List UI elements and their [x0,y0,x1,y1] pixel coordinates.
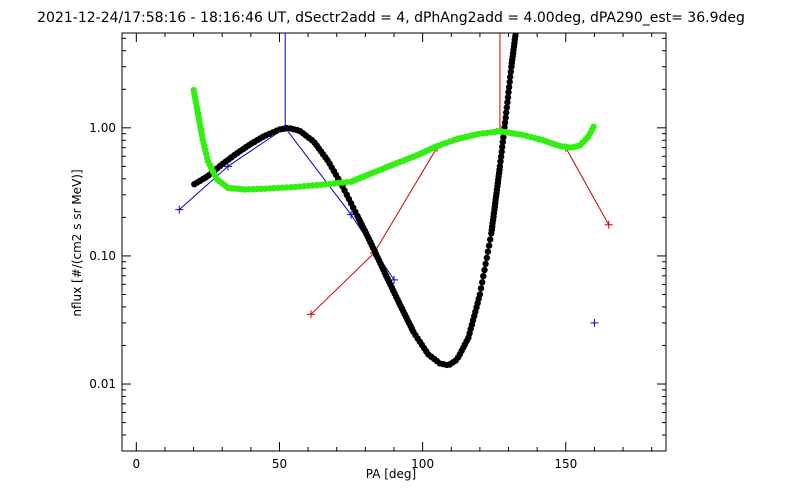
series-black-dots [191,33,519,369]
y-axis-label: nflux [#/(cm2 s sr MeV)] [70,169,84,316]
data-point [496,163,504,170]
data-point [487,236,494,243]
data-point [497,158,504,165]
series-green-dots [190,86,597,193]
y-tick-label: 1.00 [89,121,116,135]
data-point [485,242,493,249]
data-point [481,266,488,274]
data-point [476,291,484,298]
data-point [503,104,510,111]
data-point [502,114,509,121]
y-tick-label: 0.10 [89,249,116,263]
plus-marker [347,210,356,219]
data-point [512,33,519,37]
series-red [306,33,613,319]
data-point [590,123,597,130]
data-point [483,254,490,261]
plot-frame [121,32,667,452]
y-tick-labels: 0.01 0.10 1.00 [89,121,116,391]
data-point [506,78,513,86]
data-point [480,273,487,280]
axis-ticks [122,33,666,452]
data-point [497,153,505,160]
data-point [482,260,489,268]
data-point [499,138,506,146]
data-point [498,148,505,155]
plus-marker [604,220,613,229]
data-point [479,279,486,286]
data-point [499,143,506,151]
data-point [484,248,492,255]
x-tick-label: 0 [132,457,140,471]
x-axis-label: PA [deg] [366,467,416,481]
data-point [477,285,485,292]
data-point [503,109,510,116]
series-line [178,127,395,281]
data-point [504,99,511,106]
x-tick-label: 150 [554,457,577,471]
data-point [505,83,513,91]
data-point [507,73,514,81]
plus-marker [306,310,315,319]
data-point [507,68,514,76]
data-point [501,119,509,126]
data-point [505,89,512,96]
x-tick-label: 100 [411,457,434,471]
plus-marker [590,318,599,327]
data-point [500,134,507,141]
chart-title: 2021-12-24/17:58:16 - 18:16:46 UT, dSect… [37,10,745,26]
x-tick-label: 50 [272,457,287,471]
x-tick-labels: 0 50 100 150 [132,457,577,471]
plus-marker [175,205,184,214]
data-point [504,94,512,101]
y-tick-label: 0.01 [89,377,116,391]
